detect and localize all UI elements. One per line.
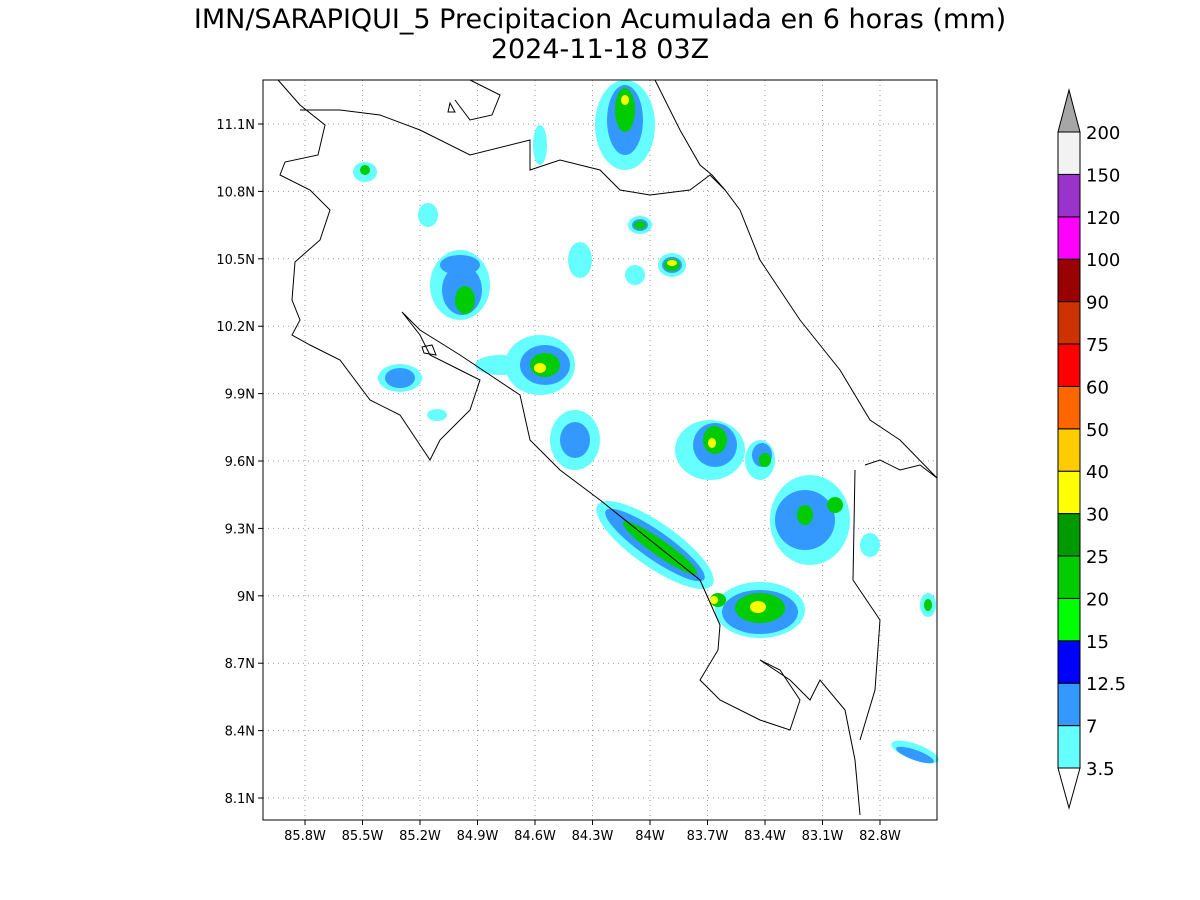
lat-tick-label: 9.9N	[225, 388, 255, 403]
lat-tick-label: 9.3N	[225, 522, 255, 537]
colorbar-segment	[1057, 597, 1081, 642]
colorbar-label: 100	[1086, 250, 1120, 271]
precip-20	[360, 88, 932, 623]
colorbar-segment	[1057, 725, 1081, 769]
colorbar-segment	[1057, 216, 1081, 260]
colorbar-label: 60	[1086, 377, 1109, 398]
subtitle: 2024-11-18 03Z	[491, 34, 709, 65]
lat-tick-label: 8.7N	[225, 657, 255, 672]
lat-tick-label: 8.1N	[225, 792, 255, 807]
map-frame	[262, 79, 938, 821]
lon-tick-label: 82.8W	[859, 829, 901, 844]
colorbar-segment	[1057, 131, 1081, 175]
colorbar-label: 25	[1086, 547, 1109, 568]
colorbar-segment	[1057, 258, 1081, 303]
precipitation-field	[353, 80, 939, 764]
lat-tick-label: 9N	[237, 590, 255, 605]
caribbean-coast	[654, 79, 938, 479]
island	[421, 101, 456, 356]
graticule	[263, 80, 937, 820]
colorbar-label: 30	[1086, 505, 1109, 526]
precip-3p5	[353, 80, 939, 764]
lon-tick-label: 83.7W	[687, 829, 729, 844]
northern-border	[300, 109, 726, 196]
colorbar-label: 3.5	[1086, 759, 1115, 780]
colorbar-under	[1057, 767, 1081, 810]
colorbar-label: 150	[1086, 165, 1120, 186]
lon-tick-label: 84W	[635, 829, 665, 844]
lat-tick-label: 11.1N	[216, 118, 255, 133]
colorbar-label: 90	[1086, 293, 1109, 314]
colorbar-segment	[1057, 343, 1081, 387]
panama-border	[852, 459, 938, 741]
colorbar-label: 50	[1086, 420, 1109, 441]
lon-tick-label: 83.4W	[744, 829, 786, 844]
lat-tick-label: 10.2N	[216, 320, 255, 335]
lake	[454, 79, 501, 121]
colorbar-segment	[1057, 173, 1081, 218]
lon-tick-label: 84.9W	[457, 829, 499, 844]
colorbar-segment	[1057, 682, 1081, 727]
colorbar: 3.5 7 12.5 15 20 25 30 40 50 60 75 90 100 120 150 200	[1057, 88, 1126, 810]
lat-tick-label: 8.4N	[225, 725, 255, 740]
lat-tick-label: 9.6N	[225, 455, 255, 470]
colorbar-label: 20	[1086, 589, 1109, 610]
title: IMN/SARAPIQUI_5 Precipitacion Acumulada …	[194, 4, 1006, 35]
colorbar-over	[1057, 88, 1081, 133]
precip-30	[534, 95, 766, 613]
lon-tick-label: 85.8W	[284, 829, 326, 844]
lon-tick-label: 83.1W	[802, 829, 844, 844]
colorbar-segment	[1057, 555, 1081, 599]
coastline	[277, 79, 938, 816]
colorbar-label: 15	[1086, 632, 1109, 653]
colorbar-segment	[1057, 428, 1081, 472]
colorbar-segment	[1057, 513, 1081, 557]
lat-tick-label: 10.5N	[216, 253, 255, 268]
lon-tick-label: 84.3W	[572, 829, 614, 844]
lon-tick-label: 84.6W	[514, 829, 556, 844]
colorbar-label: 200	[1086, 123, 1120, 144]
colorbar-label: 120	[1086, 208, 1120, 229]
colorbar-segment	[1057, 640, 1081, 684]
pacific-coast	[277, 79, 861, 816]
colorbar-label: 12.5	[1086, 674, 1126, 695]
colorbar-label: 7	[1086, 717, 1097, 738]
lon-tick-label: 85.5W	[342, 829, 384, 844]
colorbar-label: 75	[1086, 335, 1109, 356]
lat-tick-label: 10.8N	[216, 185, 255, 200]
colorbar-segment	[1057, 301, 1081, 345]
colorbar-segment	[1057, 385, 1081, 430]
colorbar-label: 40	[1086, 462, 1109, 483]
lon-tick-label: 85.2W	[399, 829, 441, 844]
precip-7	[385, 85, 934, 764]
colorbar-segment	[1057, 470, 1081, 515]
